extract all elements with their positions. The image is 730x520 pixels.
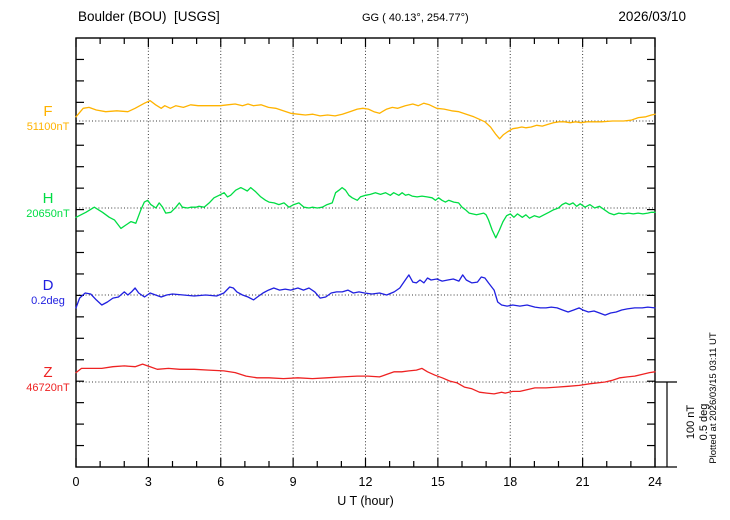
station-title: Boulder (BOU) [USGS] <box>78 9 220 24</box>
x-axis-title: U T (hour) <box>337 494 394 508</box>
component-label-D: D 0.2deg <box>20 278 76 307</box>
component-baseline-value-D: 0.2deg <box>31 295 65 307</box>
x-tick-label-12: 12 <box>359 475 373 489</box>
component-letter-F: F <box>43 103 53 120</box>
x-tick-label-3: 3 <box>145 475 152 489</box>
trace-Z <box>75 363 656 395</box>
x-tick-label-18: 18 <box>503 475 517 489</box>
component-letter-Z: Z <box>43 364 53 381</box>
geo-coordinates: GG ( 40.13°, 254.77°) <box>362 12 469 24</box>
x-tick-label-15: 15 <box>431 475 445 489</box>
component-baseline-value-H: 20650nT <box>26 208 70 220</box>
component-label-H: H 20650nT <box>20 191 76 220</box>
x-tick-label-9: 9 <box>290 475 297 489</box>
x-tick-label-6: 6 <box>217 475 224 489</box>
component-letter-D: D <box>42 277 54 294</box>
x-tick-label-0: 0 <box>73 475 80 489</box>
component-label-F: F 51100nT <box>20 104 76 133</box>
trace-F <box>75 99 656 140</box>
x-tick-label-24: 24 <box>648 475 662 489</box>
component-letter-H: H <box>42 190 54 207</box>
component-label-Z: Z 46720nT <box>20 365 76 394</box>
component-baseline-value-Z: 46720nT <box>26 382 70 394</box>
trace-H <box>75 186 656 239</box>
plotted-at-note: Plotted at 2026/03/15 03:11 UT <box>708 332 719 464</box>
component-baseline-value-F: 51100nT <box>26 121 70 133</box>
plot-frame <box>75 37 656 468</box>
scale-bar-nt-label: 100 nT <box>685 404 697 440</box>
trace-D <box>75 274 656 316</box>
x-tick-label-21: 21 <box>576 475 590 489</box>
observation-date: 2026/03/10 <box>618 9 686 24</box>
